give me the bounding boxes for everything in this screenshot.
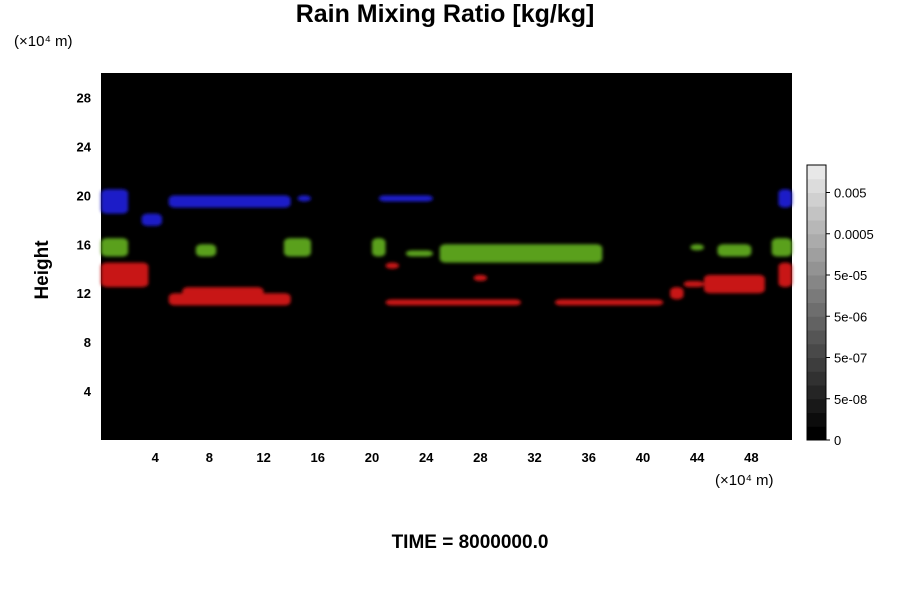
region-2-cell-7 — [670, 287, 684, 300]
y-tick-label: 28 — [77, 90, 91, 105]
x-tick-label: 40 — [636, 450, 650, 465]
colorbar-swatch — [807, 385, 826, 400]
colorbar-swatch — [807, 412, 826, 427]
region-0-cell-5 — [378, 195, 433, 202]
region-2-cell-10 — [385, 262, 400, 269]
x-tick-label: 12 — [256, 450, 270, 465]
y-tick-label: 4 — [84, 384, 92, 399]
y-tick-label: 24 — [77, 139, 92, 154]
colorbar-tick-label: 0 — [834, 433, 841, 448]
region-1-cell-7 — [771, 238, 792, 257]
x-tick-label: 4 — [152, 450, 160, 465]
region-1-cell-3 — [371, 238, 386, 257]
colorbar-swatch — [807, 220, 826, 235]
region-2-cell-6 — [683, 280, 704, 288]
colorbar-swatch — [807, 178, 826, 193]
colorbar: 0 5e-08 5e-07 5e-06 5e-05 0.0005 0.005 — [806, 164, 874, 448]
colorbar-swatch — [807, 371, 826, 386]
x-axis-unit: (×10⁴ m) — [715, 472, 774, 489]
colorbar-swatch — [807, 330, 826, 345]
x-tick-label: 32 — [527, 450, 541, 465]
colorbar-swatch — [807, 426, 826, 441]
colorbar-swatch — [807, 247, 826, 262]
colorbar-swatch — [807, 316, 826, 331]
region-2-cell-4 — [554, 299, 664, 306]
colorbar-swatch — [807, 261, 826, 276]
colorbar-swatch — [807, 165, 826, 180]
x-tick-label: 8 — [206, 450, 213, 465]
data-regions — [101, 189, 792, 306]
region-1-cell-8 — [690, 244, 704, 251]
region-1-cell-2 — [283, 238, 312, 257]
region-0-cell-2 — [168, 195, 291, 208]
colorbar-swatch — [807, 275, 826, 290]
colorbar-swatch — [807, 288, 826, 303]
colorbar-tick-label: 5e-07 — [834, 351, 867, 366]
region-2-cell-8 — [778, 262, 792, 288]
colorbar-swatch — [807, 192, 826, 207]
region-2-cell-5 — [703, 274, 765, 294]
colorbar-tick-label: 5e-05 — [834, 268, 867, 283]
x-tick-label: 24 — [419, 450, 434, 465]
region-1-cell-1 — [195, 244, 217, 257]
x-axis-ticks: 4 8 12 16 20 24 28 32 36 40 44 48 — [152, 450, 759, 465]
region-2-cell-9 — [473, 274, 488, 281]
y-axis-ticks: 4 8 12 16 20 24 28 — [77, 90, 92, 399]
region-0-cell-1 — [141, 213, 162, 226]
colorbar-swatch — [807, 206, 826, 221]
x-tick-label: 44 — [690, 450, 705, 465]
region-2-cell-3 — [385, 299, 522, 306]
colorbar-swatch — [807, 343, 826, 358]
colorbar-tick-label: 5e-08 — [834, 392, 867, 407]
region-0-cell-4 — [297, 195, 312, 202]
region-0-cell-0 — [101, 189, 129, 214]
region-2-cell-0 — [101, 262, 149, 288]
region-2-cell-2 — [182, 287, 264, 300]
x-tick-label: 28 — [473, 450, 487, 465]
time-label: TIME = 8000000.0 — [391, 532, 549, 553]
colorbar-swatch — [807, 398, 826, 413]
colorbar-swatch — [807, 233, 826, 248]
colorbar-swatch — [807, 357, 826, 372]
region-1-cell-6 — [717, 244, 752, 257]
colorbar-tick-label: 0.0005 — [834, 227, 874, 242]
y-tick-label: 16 — [77, 237, 91, 252]
y-tick-label: 12 — [77, 286, 91, 301]
x-tick-label: 36 — [582, 450, 596, 465]
y-tick-label: 20 — [77, 188, 91, 203]
colorbar-tick-label: 0.005 — [834, 186, 867, 201]
x-tick-label: 16 — [311, 450, 325, 465]
region-1-cell-0 — [101, 238, 129, 257]
chart-title: Rain Mixing Ratio [kg/kg] — [295, 0, 595, 28]
x-tick-label: 48 — [744, 450, 758, 465]
y-axis-unit: (×10⁴ m) — [14, 33, 73, 50]
colorbar-tick-label: 5e-06 — [834, 309, 867, 324]
colorbar-swatch — [807, 302, 826, 317]
region-0-cell-3 — [778, 189, 792, 208]
y-tick-label: 8 — [84, 335, 91, 350]
colorbar-frame — [806, 164, 827, 441]
region-1-cell-4 — [439, 244, 603, 263]
region-1-cell-5 — [405, 250, 433, 257]
x-tick-label: 20 — [365, 450, 379, 465]
